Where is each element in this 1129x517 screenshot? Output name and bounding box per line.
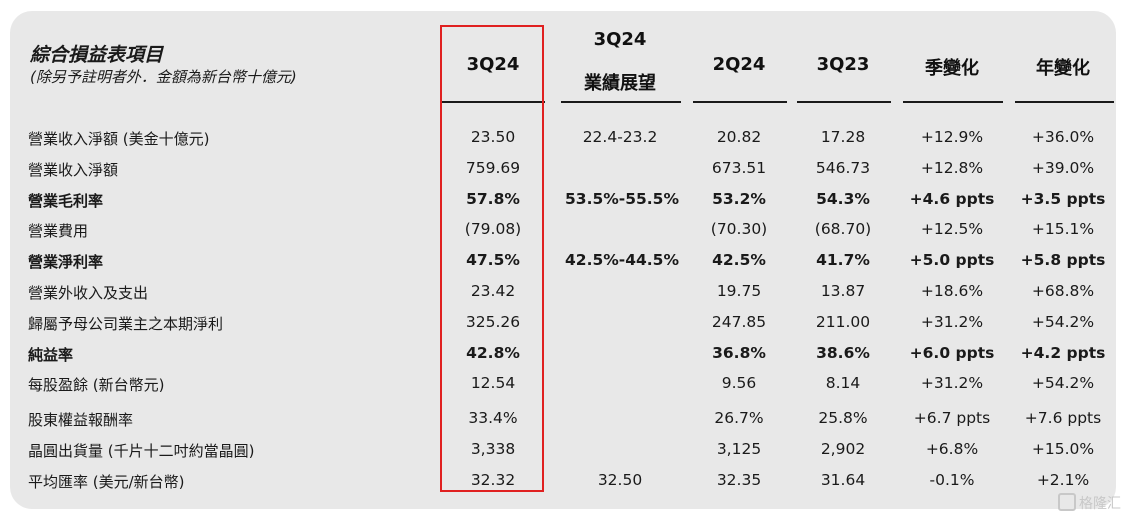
table-cell: 325.26 <box>465 313 521 331</box>
table-cell: 3,125 <box>716 440 762 458</box>
row-label: 營業收入淨額 <box>28 161 119 179</box>
table-cell: 32.50 <box>597 471 643 489</box>
row-label: 純益率 <box>28 346 74 364</box>
table-cell: 38.6% <box>816 344 870 362</box>
table-cell: +7.6 ppts <box>1024 409 1102 427</box>
column-header-col-1-line1: 3Q24 <box>593 29 647 50</box>
table-cell: 47.5% <box>466 251 520 269</box>
watermark-text: 格隆汇 <box>1079 496 1121 512</box>
highlight-box-3q24 <box>440 25 544 492</box>
table-cell: 211.00 <box>815 313 871 331</box>
row-label: 營業淨利率 <box>28 253 104 271</box>
table-cell: (68.70) <box>814 220 872 238</box>
table-cell: 9.56 <box>721 374 757 392</box>
table-cell: 54.3% <box>816 190 870 208</box>
table-cell: 23.42 <box>470 282 516 300</box>
column-underline <box>693 101 787 103</box>
table-cell: 546.73 <box>815 159 871 177</box>
column-header-col-5: 年變化 <box>1036 58 1090 79</box>
table-cell: +6.7 ppts <box>913 409 991 427</box>
table-cell: 247.85 <box>711 313 767 331</box>
table-cell: 33.4% <box>468 409 518 427</box>
column-underline <box>441 101 545 103</box>
table-cell: 42.5% <box>712 251 766 269</box>
watermark: 格隆汇 <box>1058 493 1121 513</box>
table-cell: +15.0% <box>1031 440 1095 458</box>
column-header-col-4: 季變化 <box>925 58 979 79</box>
table-cell: +39.0% <box>1031 159 1095 177</box>
table-cell: +12.8% <box>920 159 984 177</box>
watermark-logo-icon <box>1058 493 1076 511</box>
table-cell: +31.2% <box>920 313 984 331</box>
table-cell: 31.64 <box>820 471 866 489</box>
table-cell: +5.8 ppts <box>1020 251 1106 269</box>
table-cell: +3.5 ppts <box>1020 190 1106 208</box>
table-cell: 26.7% <box>714 409 764 427</box>
table-cell: 42.8% <box>466 344 520 362</box>
table-cell: 41.7% <box>816 251 870 269</box>
row-label: 營業毛利率 <box>28 192 104 210</box>
column-header-col-2: 2Q24 <box>712 54 766 75</box>
row-label: 平均匯率 (美元/新台幣) <box>28 473 185 491</box>
table-cell: 32.35 <box>716 471 762 489</box>
table-cell: 13.87 <box>820 282 866 300</box>
table-cell: 53.5%-55.5% <box>565 190 679 208</box>
table-cell: 20.82 <box>716 128 762 146</box>
row-label: 歸屬予母公司業主之本期淨利 <box>28 315 224 333</box>
table-cell: 17.28 <box>820 128 866 146</box>
table-panel <box>10 11 1116 509</box>
table-cell: +31.2% <box>920 374 984 392</box>
table-cell: 42.5%-44.5% <box>565 251 679 269</box>
table-cell: +12.5% <box>920 220 984 238</box>
table-cell: 25.8% <box>818 409 868 427</box>
table-cell: 36.8% <box>712 344 766 362</box>
table-cell: +2.1% <box>1036 471 1090 489</box>
table-cell: 759.69 <box>465 159 521 177</box>
table-cell: +12.9% <box>920 128 984 146</box>
table-cell: 12.54 <box>470 374 516 392</box>
table-cell: (79.08) <box>464 220 522 238</box>
table-subtitle: (除另予註明者外．金額為新台幣十億元) <box>30 68 297 86</box>
row-label: 營業收入淨額 (美金十億元) <box>28 130 210 148</box>
column-header-col-1-line2: 業績展望 <box>584 73 656 94</box>
column-header-col-3: 3Q23 <box>816 54 870 75</box>
table-cell: +4.6 ppts <box>909 190 995 208</box>
table-cell: +36.0% <box>1031 128 1095 146</box>
table-cell: 8.14 <box>825 374 861 392</box>
table-cell: 57.8% <box>466 190 520 208</box>
table-cell: +6.0 ppts <box>909 344 995 362</box>
table-cell: (70.30) <box>710 220 768 238</box>
table-cell: 23.50 <box>470 128 516 146</box>
table-cell: 673.51 <box>711 159 767 177</box>
table-cell: +54.2% <box>1031 313 1095 331</box>
table-cell: 3,338 <box>470 440 516 458</box>
table-cell: +6.8% <box>925 440 979 458</box>
table-cell: +68.8% <box>1031 282 1095 300</box>
column-header-col-0: 3Q24 <box>466 54 520 75</box>
table-cell: +5.0 ppts <box>909 251 995 269</box>
column-underline <box>561 101 681 103</box>
table-cell: 22.4-23.2 <box>582 128 658 146</box>
table-cell: +4.2 ppts <box>1020 344 1106 362</box>
column-underline <box>797 101 891 103</box>
table-cell: 19.75 <box>716 282 762 300</box>
table-cell: +18.6% <box>920 282 984 300</box>
column-underline <box>903 101 1003 103</box>
table-cell: -0.1% <box>929 471 975 489</box>
row-label: 營業費用 <box>28 222 89 240</box>
row-label: 每股盈餘 (新台幣元) <box>28 376 165 394</box>
table-cell: 32.32 <box>470 471 516 489</box>
row-label: 股東權益報酬率 <box>28 411 134 429</box>
column-underline <box>1015 101 1114 103</box>
row-label: 晶圓出貨量 (千片十二吋約當晶圓) <box>28 442 255 460</box>
table-cell: 2,902 <box>820 440 866 458</box>
table-cell: +54.2% <box>1031 374 1095 392</box>
table-cell: 53.2% <box>712 190 766 208</box>
table-cell: +15.1% <box>1031 220 1095 238</box>
table-title: 綜合損益表項目 <box>30 44 164 66</box>
row-label: 營業外收入及支出 <box>28 284 149 302</box>
